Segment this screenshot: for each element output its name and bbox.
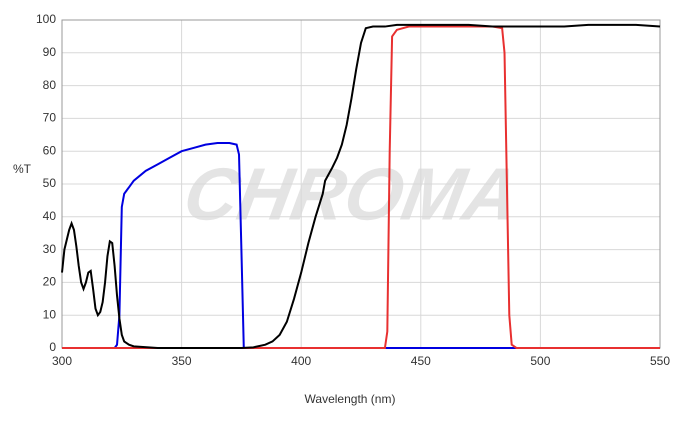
y-tick-label: 30 (43, 242, 57, 256)
y-tick-label: 100 (36, 12, 56, 26)
y-tick-label: 40 (43, 209, 57, 223)
x-tick-label: 500 (530, 354, 550, 368)
x-tick-label: 400 (291, 354, 311, 368)
y-tick-label: 0 (49, 340, 56, 354)
y-tick-label: 70 (43, 111, 57, 125)
y-tick-label: 90 (43, 45, 57, 59)
x-tick-label: 300 (52, 354, 72, 368)
y-tick-label: 60 (43, 143, 57, 157)
x-tick-label: 450 (411, 354, 431, 368)
y-tick-label: 50 (43, 176, 57, 190)
series-line (62, 25, 660, 349)
watermark: CHROMA (178, 152, 526, 235)
x-tick-label: 550 (650, 354, 670, 368)
series-line (62, 142, 660, 349)
y-tick-label: 80 (43, 78, 57, 92)
x-tick-label: 350 (172, 354, 192, 368)
y-tick-label: 10 (43, 307, 57, 321)
y-axis-label: %T (13, 162, 32, 176)
y-tick-label: 20 (43, 275, 57, 289)
x-axis-label: Wavelength (nm) (305, 392, 396, 406)
series-line (61, 23, 661, 349)
